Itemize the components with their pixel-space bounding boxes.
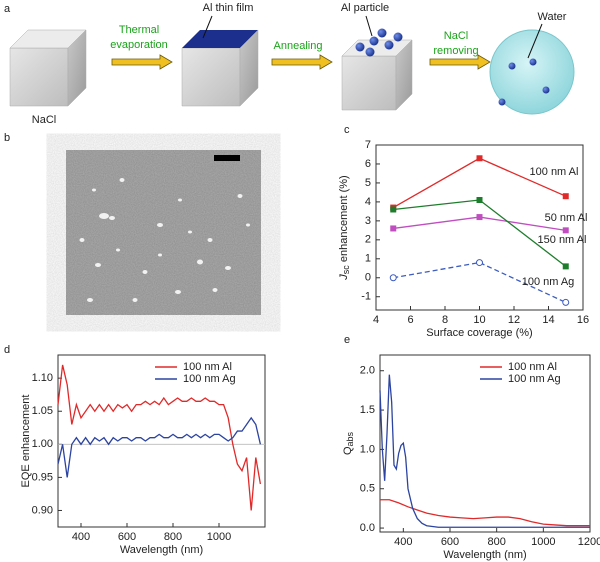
marker — [562, 298, 570, 306]
panel-label: b — [4, 132, 10, 144]
y-axis-label-suffix: enhancement (%) — [338, 175, 350, 265]
x-tick-label: 1200 — [578, 536, 600, 548]
y-tick-label: 1.0 — [360, 443, 375, 455]
y-tick-label: 0.90 — [32, 504, 53, 516]
marker — [476, 197, 483, 203]
x-axis-label: Surface coverage (%) — [426, 327, 532, 339]
y-tick-label: 1.00 — [32, 438, 53, 450]
legend-label: 100 nm Ag — [508, 373, 561, 385]
step-label: evaporation — [110, 39, 168, 51]
y-tick-label: 0.5 — [360, 483, 375, 495]
y-axis-label: EQE enhancement — [20, 395, 32, 488]
plot-frame — [57, 354, 266, 528]
y-tick-label: 3 — [365, 215, 371, 227]
y-axis-label-main: J — [338, 274, 350, 281]
legend-label: 100 nm Al — [183, 361, 232, 373]
label-particle: Al particle — [341, 2, 389, 14]
legend-label: 100 nm Ag — [183, 373, 236, 385]
x-tick-label: 800 — [487, 536, 505, 548]
step-label: Thermal — [119, 24, 159, 36]
arrow — [271, 54, 333, 70]
step-label: NaCl — [444, 30, 468, 42]
cube-particles — [341, 15, 413, 111]
y-tick-label: 1 — [365, 253, 371, 265]
y-tick-label: 1.10 — [32, 372, 53, 384]
x-tick-label: 12 — [508, 314, 520, 326]
cube-film — [181, 15, 259, 107]
series-line — [380, 499, 590, 527]
series-label: 150 nm Al — [538, 234, 587, 246]
y-axis-label: Qabs — [342, 431, 355, 455]
series-line — [379, 374, 590, 528]
series-line — [57, 364, 262, 511]
marker — [476, 155, 483, 162]
y-axis-label-sub: abs — [345, 431, 355, 446]
marker — [389, 274, 397, 282]
marker — [476, 259, 483, 267]
y-tick-label: 4 — [365, 196, 371, 208]
panel-label: e — [344, 334, 350, 346]
plot-frame — [379, 354, 591, 533]
y-tick-label: 0.95 — [32, 471, 53, 483]
panel-label: a — [4, 3, 11, 15]
x-tick-label: 16 — [577, 314, 589, 326]
label-nacl: NaCl — [32, 114, 56, 126]
x-tick-label: 14 — [542, 314, 554, 326]
y-tick-label: 1.05 — [32, 405, 53, 417]
x-axis-label: Wavelength (nm) — [443, 549, 526, 561]
x-axis-label: Wavelength (nm) — [120, 544, 203, 556]
legend-label: 100 nm Al — [508, 361, 557, 373]
series-label: 50 nm Al — [545, 212, 588, 224]
x-tick-label: 400 — [72, 531, 90, 543]
x-tick-label: 800 — [164, 531, 182, 543]
y-axis-label-main: Q — [342, 446, 354, 455]
y-tick-label: 2 — [365, 234, 371, 246]
x-tick-label: 1000 — [531, 536, 555, 548]
marker — [476, 214, 483, 221]
x-tick-label: 10 — [473, 314, 485, 326]
marker — [562, 227, 569, 234]
y-tick-label: 0 — [365, 272, 371, 284]
arrow — [111, 54, 173, 70]
panel-label: d — [4, 344, 10, 356]
y-axis-label-sub: sc — [341, 265, 351, 275]
y-axis-label-main: EQE enhancement — [20, 395, 32, 488]
water-droplet — [489, 23, 575, 115]
y-tick-label: 1.5 — [360, 404, 375, 416]
step-label: removing — [433, 45, 478, 57]
cube-nacl — [9, 29, 87, 107]
label-water: Water — [538, 11, 567, 23]
y-tick-label: 5 — [365, 177, 371, 189]
y-tick-label: 0.0 — [360, 522, 375, 534]
y-tick-label: 2.0 — [360, 365, 375, 377]
y-tick-label: 6 — [365, 158, 371, 170]
series-line — [57, 416, 262, 478]
arrow — [429, 54, 491, 70]
marker — [562, 263, 569, 270]
panel-label: c — [344, 124, 350, 136]
x-tick-label: 400 — [394, 536, 412, 548]
y-tick-label: -1 — [361, 291, 371, 303]
x-tick-label: 4 — [373, 314, 379, 326]
series-label: 100 nm Ag — [522, 276, 575, 288]
x-tick-label: 8 — [442, 314, 448, 326]
y-axis-label: Jsc enhancement (%) — [338, 175, 351, 280]
x-tick-label: 600 — [118, 531, 136, 543]
step-label: Annealing — [274, 40, 323, 52]
x-tick-label: 600 — [441, 536, 459, 548]
marker — [390, 225, 397, 232]
x-tick-label: 6 — [407, 314, 413, 326]
series-label: 100 nm Al — [530, 166, 579, 178]
marker — [562, 193, 569, 200]
marker — [390, 206, 397, 213]
x-tick-label: 1000 — [207, 531, 231, 543]
y-tick-label: 7 — [365, 139, 371, 151]
label-film: Al thin film — [203, 2, 254, 14]
sem-image — [66, 150, 261, 315]
